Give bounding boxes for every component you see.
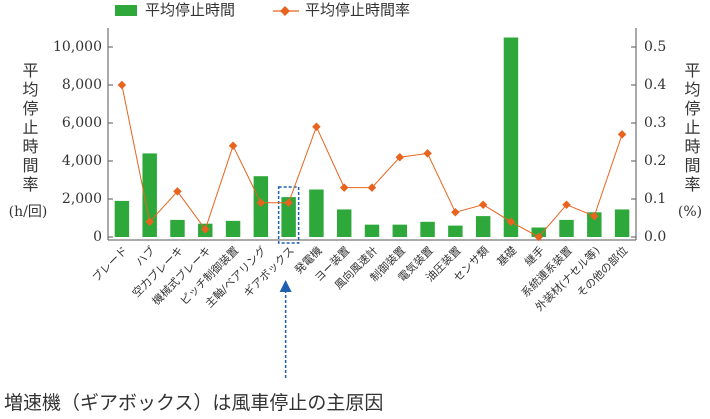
bar	[114, 200, 130, 237]
y-tick-label: 0	[93, 229, 102, 245]
y2-tick-label: 0.3	[644, 115, 666, 131]
y2-axis-title: 平均停止時間率	[682, 62, 701, 195]
line-point	[367, 183, 377, 192]
y2-tick-label: 0.2	[644, 153, 666, 169]
highlight-arrowhead	[279, 280, 292, 292]
y-tick-label: 4,000	[62, 153, 102, 169]
line-point	[117, 80, 127, 90]
line-point	[395, 152, 405, 162]
bar	[475, 216, 491, 237]
bar	[336, 209, 352, 237]
x-tick-label: ブレード	[89, 243, 130, 284]
line-point	[506, 217, 516, 227]
bar	[448, 225, 463, 237]
bar	[142, 153, 157, 237]
y-tick-label: 10,000	[53, 39, 102, 55]
highlight-box	[277, 186, 300, 244]
line-point	[312, 122, 321, 132]
y2-axis-unit: (%)	[678, 204, 702, 220]
line-point	[339, 183, 349, 192]
y-tick-label: 6,000	[62, 115, 102, 131]
line-point	[423, 149, 432, 158]
bar	[614, 209, 630, 237]
annotation: 増速機（ギアボックス）は風車停止の主原因	[4, 392, 383, 414]
line-point	[173, 187, 182, 196]
y-tick-label: 2,000	[62, 191, 102, 207]
bar	[170, 219, 185, 237]
bar	[392, 224, 408, 237]
y-axis-unit: (h/回)	[9, 204, 48, 220]
x-tick-label: ハブ	[132, 243, 157, 268]
bar	[587, 212, 602, 237]
legend-swatch	[280, 6, 290, 16]
bar	[531, 227, 546, 237]
line-point	[617, 130, 627, 139]
line-point	[145, 217, 154, 227]
y2-tick-label: 0.5	[644, 39, 666, 55]
y-axis-title: 平均停止時間率	[20, 62, 39, 195]
x-tick-label: 継手	[522, 243, 547, 268]
bar	[225, 220, 241, 237]
legend-label: 平均停止時間	[145, 1, 235, 19]
line	[121, 84, 623, 238]
y-tick-label: 8,000	[62, 77, 102, 93]
line-point	[284, 198, 293, 208]
y2-tick-label: 0.1	[644, 191, 666, 207]
line-point	[478, 200, 488, 209]
bar	[559, 219, 574, 237]
legend-label: 平均停止時間率	[305, 1, 410, 19]
x-tick-label: 基礎	[494, 244, 519, 269]
y2-tick-label: 0.4	[644, 77, 666, 93]
bar	[420, 221, 435, 237]
bar	[503, 37, 519, 237]
line-point	[201, 225, 210, 234]
y2-tick-label: 0.0	[644, 229, 666, 245]
line-point	[256, 198, 266, 208]
bar	[281, 197, 296, 237]
bar	[309, 189, 324, 237]
bar	[364, 224, 380, 237]
line-point	[228, 141, 238, 151]
legend-swatch	[115, 5, 137, 16]
line-point	[451, 208, 460, 217]
